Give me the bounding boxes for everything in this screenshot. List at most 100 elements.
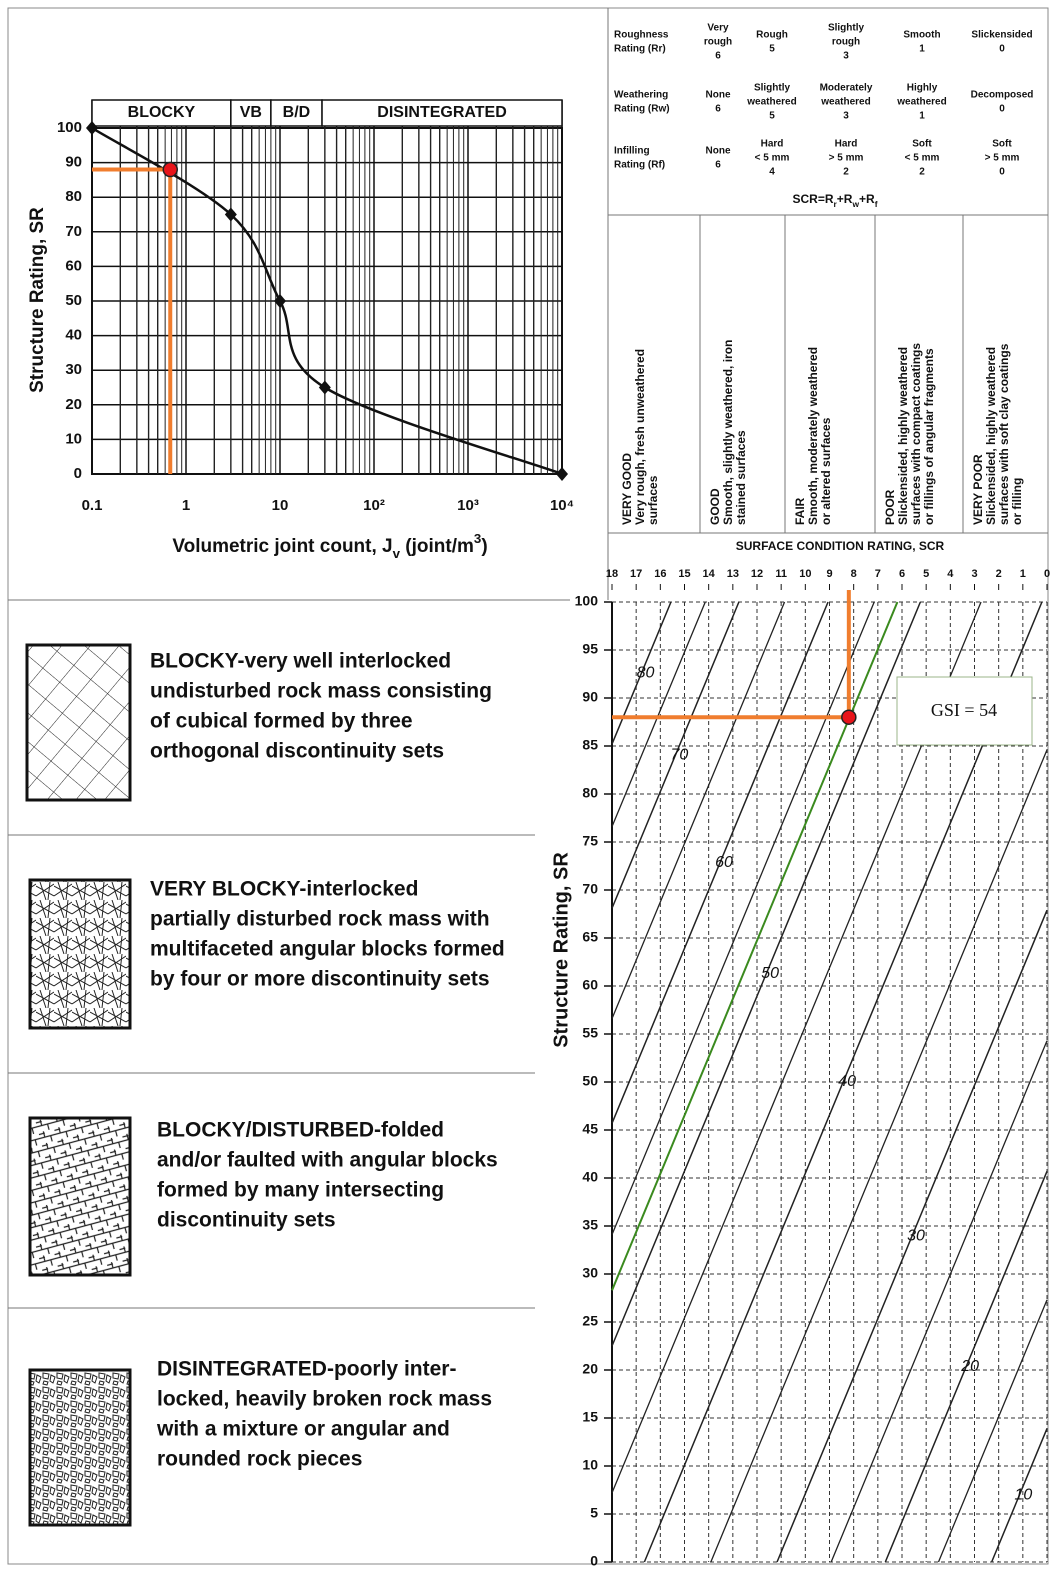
x-axis-label-part: Volumetric joint count, J <box>172 536 392 557</box>
x-tick-label: 2 <box>996 568 1002 580</box>
y-tick-label: 55 <box>582 1025 598 1041</box>
blocky-icon <box>25 643 132 802</box>
x-tick-label: 13 <box>727 568 739 580</box>
x-tick-label: 8 <box>851 568 857 580</box>
row-label: Rating (Rf) <box>614 160 665 171</box>
row-label: Rating (Rr) <box>614 44 666 55</box>
contour-label: 30 <box>907 1227 925 1244</box>
data-point <box>224 207 237 222</box>
disintegrated-icon <box>28 1368 132 1527</box>
condition-text: Very rough, fresh unweathered <box>633 349 647 525</box>
cell-text: weathered <box>820 97 870 108</box>
x-tick-label: 1 <box>1020 568 1026 580</box>
condition-text: surfaces <box>646 475 660 525</box>
cell-text: weathered <box>746 97 796 108</box>
contour-label: 70 <box>671 746 689 763</box>
cell-rating: 6 <box>715 160 721 171</box>
x-tick-label: 0 <box>1044 568 1050 580</box>
y-tick-label: 10 <box>65 430 82 447</box>
x-tick-label: 18 <box>606 568 618 580</box>
data-point <box>274 294 286 308</box>
y-axis-label: Structure Rating, SR <box>27 207 48 393</box>
y-tick-label: 30 <box>582 1265 598 1281</box>
contour-label: 10 <box>1014 1486 1032 1503</box>
scr-formula-part: w <box>851 199 859 209</box>
scr-formula-part: +R <box>837 192 853 206</box>
x-tick-label: 15 <box>678 568 690 580</box>
condition-text: Smooth, moderately weathered <box>806 347 820 525</box>
y-tick-label: 60 <box>65 257 82 274</box>
cell-text: rough <box>832 37 860 48</box>
gsi-contour <box>710 749 1048 1563</box>
cell-text: Slickensided <box>971 30 1032 41</box>
y-tick-label: 50 <box>65 292 82 309</box>
cell-text: None <box>706 146 731 157</box>
y-tick-label: 20 <box>582 1361 598 1377</box>
scr-formula: SCR=Rr+Rw+Rf <box>793 192 878 209</box>
blocky-disturbed-icon <box>28 1116 132 1277</box>
cell-text: Rough <box>756 30 788 41</box>
condition-text: POOR <box>883 489 897 525</box>
gsi-contour <box>611 601 672 745</box>
x-tick-label: 4 <box>947 568 954 580</box>
cell-rating: 6 <box>715 104 721 115</box>
band-cell <box>270 99 323 127</box>
x-tick-label: 7 <box>875 568 881 580</box>
structure-text: and/or faulted with angular blocks <box>157 1149 498 1172</box>
frame <box>7 7 1049 1565</box>
y-tick-label: 75 <box>582 833 598 849</box>
gsi-contour <box>643 601 1043 1563</box>
cell-rating: 2 <box>843 167 849 178</box>
y-tick-label: 35 <box>582 1217 598 1233</box>
x-axis-label: Volumetric joint count, Jv (joint/m3) <box>172 531 487 561</box>
structure-text: BLOCKY/DISTURBED-folded <box>157 1119 444 1142</box>
structure-text: multifaceted angular blocks formed <box>150 938 505 961</box>
condition-text: VERY POOR <box>971 454 985 525</box>
cell-text: Soft <box>992 139 1012 150</box>
y-tick-label: 0 <box>590 1553 598 1569</box>
cell-rating: 0 <box>999 44 1005 55</box>
y-tick-label: 40 <box>582 1169 598 1185</box>
cell-text: weathered <box>896 97 946 108</box>
cell-text: Slightly <box>828 23 865 34</box>
y-tick-label: 60 <box>582 977 598 993</box>
condition-text: surfaces with soft clay coatings <box>997 343 1011 525</box>
band-label: BLOCKY <box>128 104 196 121</box>
x-axis-label-part: 3 <box>474 531 481 546</box>
contour-label: 60 <box>715 854 733 871</box>
x-tick-label: 14 <box>703 568 716 580</box>
cell-text: Very <box>707 23 729 34</box>
contour-label: 50 <box>761 965 779 982</box>
structure-text: locked, heavily broken rock mass <box>157 1388 492 1411</box>
marker <box>841 709 857 725</box>
cell-text: < 5 mm <box>755 153 790 164</box>
cell-rating: 4 <box>769 167 775 178</box>
y-tick-label: 80 <box>582 785 598 801</box>
very-blocky-icon <box>28 878 132 1030</box>
x-tick-label: 5 <box>923 568 929 580</box>
contour-label: 20 <box>960 1358 979 1375</box>
x-tick-label: 10² <box>363 497 385 514</box>
cell-text: Highly <box>907 83 938 94</box>
condition-text: VERY GOOD <box>620 453 634 525</box>
condition-text: Slickensided, highly weathered <box>896 347 910 525</box>
band-label: DISINTEGRATED <box>377 104 506 121</box>
gsi-contour <box>611 601 922 1347</box>
y-tick-label: 95 <box>582 641 598 657</box>
x-tick-label: 0.1 <box>82 497 103 514</box>
scr-formula-part: f <box>875 199 878 209</box>
structure-text: discontinuity sets <box>157 1209 336 1232</box>
cell-text: > 5 mm <box>829 153 864 164</box>
y-tick-label: 85 <box>582 737 598 753</box>
x-axis-label: SURFACE CONDITION RATING, SCR <box>736 539 945 553</box>
structure-text: BLOCKY-very well interlocked <box>150 650 451 673</box>
y-tick-label: 10 <box>582 1457 598 1473</box>
cell-rating: 1 <box>919 111 925 122</box>
cell-text: < 5 mm <box>905 153 940 164</box>
y-tick-label: 80 <box>65 188 82 205</box>
cell-text: Soft <box>912 139 932 150</box>
condition-text: FAIR <box>793 497 807 525</box>
y-tick-label: 30 <box>65 361 82 378</box>
